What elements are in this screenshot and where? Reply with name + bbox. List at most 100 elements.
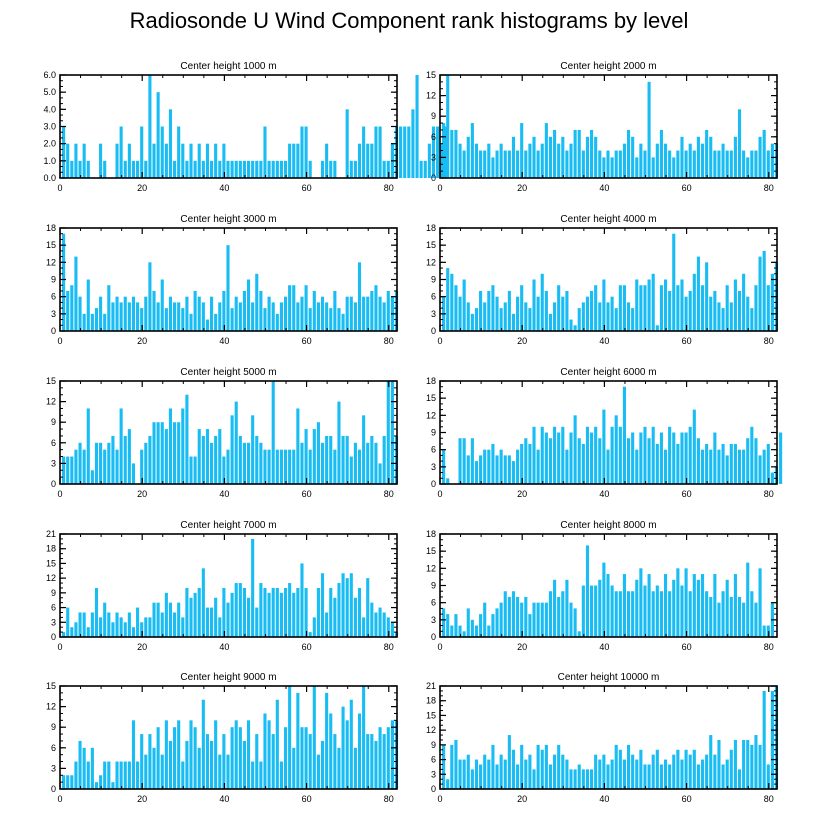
histogram-bar <box>565 290 569 331</box>
histogram-bar <box>606 302 610 331</box>
histogram-bar <box>536 449 540 484</box>
histogram-bar <box>635 157 639 178</box>
histogram-bar <box>288 285 292 331</box>
histogram-bar <box>62 775 66 789</box>
histogram-bar <box>594 585 598 637</box>
histogram-bar <box>569 602 573 637</box>
histogram-bar <box>357 587 362 637</box>
histogram-bar <box>156 92 160 178</box>
histogram-bar <box>573 325 577 331</box>
histogram-bar <box>511 136 516 178</box>
histogram-bar <box>333 290 337 331</box>
histogram-bar <box>304 727 308 789</box>
histogram-bar <box>296 692 300 789</box>
histogram-bar <box>259 160 263 178</box>
x-tick-label: 20 <box>137 336 147 346</box>
panel-10: Center height 10000 m 0 20 40 60 80 0 3 6 9 12 15 18… <box>426 672 779 804</box>
histogram-bar <box>532 136 536 178</box>
histogram-bar <box>524 438 528 484</box>
histogram-bar <box>536 150 540 178</box>
histogram-bar <box>115 761 119 789</box>
histogram-bar <box>271 587 275 637</box>
histogram-bar <box>700 285 705 331</box>
histogram-bar <box>733 739 737 789</box>
histogram-bar <box>152 143 156 178</box>
histogram-bar <box>561 136 565 178</box>
histogram-bar <box>598 579 602 637</box>
y-tick-label: 3.0 <box>43 122 56 132</box>
histogram-bar <box>462 438 466 484</box>
histogram-bar <box>540 749 544 789</box>
histogram-bar <box>470 313 474 331</box>
histogram-bar <box>210 442 214 484</box>
panel-title: Center height 1000 m <box>180 61 276 72</box>
histogram-bar <box>300 442 304 484</box>
histogram-bar <box>758 256 762 331</box>
x-tick-label: 0 <box>57 183 62 193</box>
histogram-bar <box>491 285 495 331</box>
histogram-bar <box>86 160 90 178</box>
histogram-bar <box>507 150 511 178</box>
histogram-bar <box>292 449 296 484</box>
histogram-bar <box>378 727 382 789</box>
histogram-bar <box>214 143 218 178</box>
panel-7: Center height 7000 m 0 20 40 60 80 0 3 6 9 12 15 18 2… <box>46 520 399 652</box>
histogram-bar <box>618 591 622 637</box>
histogram-bar <box>144 442 148 484</box>
histogram-bar <box>70 627 74 637</box>
histogram-bar <box>82 143 86 178</box>
histogram-bar <box>263 587 267 637</box>
x-tick-label: 80 <box>764 642 774 652</box>
histogram-bar <box>144 617 148 637</box>
histogram-bar <box>676 568 680 637</box>
y-tick-label: 3 <box>431 769 436 779</box>
histogram-bar <box>729 749 733 789</box>
histogram-bar <box>119 761 123 789</box>
histogram-bar <box>349 699 353 789</box>
histogram-bar <box>663 759 668 789</box>
histogram-bar <box>144 160 148 178</box>
histogram-bar <box>119 408 123 484</box>
histogram-bar <box>325 612 329 637</box>
histogram-bar <box>78 160 82 178</box>
histogram-bar <box>255 734 259 789</box>
histogram-bar <box>540 602 544 637</box>
histogram-bar <box>131 720 136 789</box>
x-tick-label: 60 <box>682 489 692 499</box>
histogram-bar <box>242 587 246 637</box>
y-tick-label: 6 <box>431 292 436 302</box>
y-tick-label: 3 <box>51 617 56 627</box>
y-tick-label: 18 <box>426 376 436 386</box>
histogram-bar <box>316 587 320 637</box>
histogram-bar <box>548 438 553 484</box>
histogram-bar <box>483 449 487 484</box>
histogram-bar <box>766 443 770 484</box>
histogram-bar <box>746 739 750 789</box>
histogram-bar <box>544 123 548 178</box>
histogram-bar <box>222 587 226 637</box>
y-tick-label: 4.0 <box>43 104 56 114</box>
histogram-bar <box>148 734 152 789</box>
histogram-bar <box>565 579 569 637</box>
histogram-bar <box>267 720 271 789</box>
histogram-bar <box>251 302 255 331</box>
histogram-bar <box>103 602 107 637</box>
histogram-bar <box>201 568 205 637</box>
histogram-bar <box>606 764 610 789</box>
y-tick-label: 0 <box>51 784 56 794</box>
histogram-bar <box>86 761 90 789</box>
x-tick-label: 60 <box>302 489 312 499</box>
y-tick-label: 18 <box>426 696 436 706</box>
histogram-bar <box>226 449 230 484</box>
histogram-bar <box>696 438 700 484</box>
histogram-bar <box>140 126 144 178</box>
histogram-bar <box>692 749 696 789</box>
y-tick-label: 21 <box>46 529 56 539</box>
histogram-bar <box>668 764 672 789</box>
histogram-bar <box>746 157 750 178</box>
histogram-bar <box>78 740 82 789</box>
histogram-bar <box>316 422 320 484</box>
histogram-bar <box>337 401 341 484</box>
histogram-bar <box>62 233 66 331</box>
histogram-bar <box>639 749 643 789</box>
